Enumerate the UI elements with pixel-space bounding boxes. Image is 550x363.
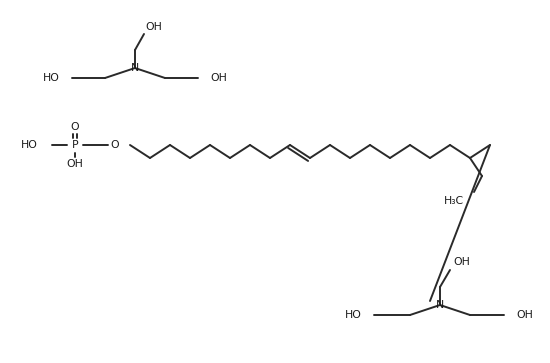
Text: O: O (111, 140, 119, 150)
Text: HO: HO (21, 140, 38, 150)
Text: OH: OH (210, 73, 227, 83)
Text: HO: HO (345, 310, 362, 320)
Text: N: N (131, 63, 139, 73)
Text: OH: OH (146, 22, 162, 32)
Text: OH: OH (516, 310, 533, 320)
Text: P: P (72, 140, 78, 150)
Text: H₃C: H₃C (444, 196, 464, 206)
Text: OH: OH (454, 257, 470, 267)
Text: HO: HO (43, 73, 60, 83)
Text: O: O (71, 122, 79, 132)
Text: OH: OH (67, 159, 84, 169)
Text: N: N (436, 300, 444, 310)
